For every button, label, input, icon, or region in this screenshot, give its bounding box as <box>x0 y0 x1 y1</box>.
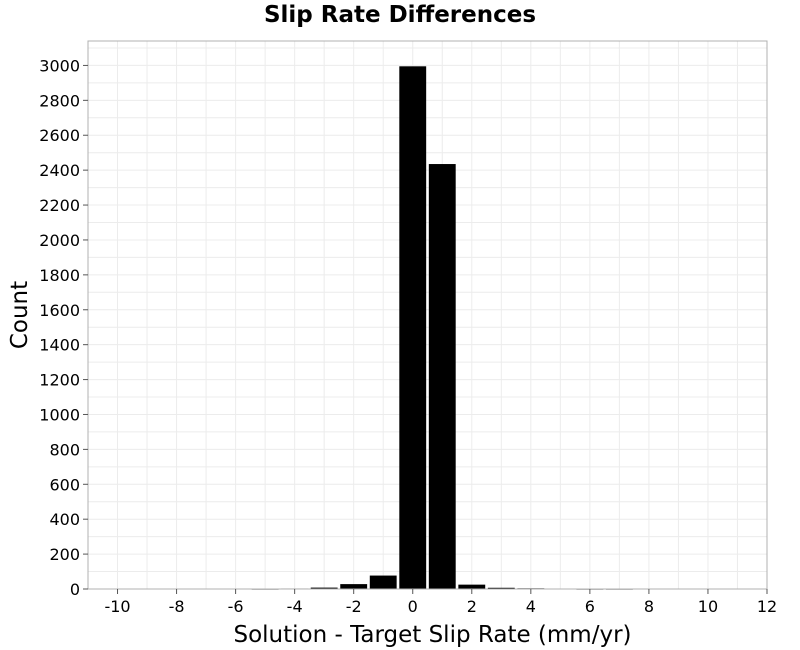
x-tick-label: 2 <box>467 597 477 616</box>
y-tick-label: 2000 <box>39 231 80 250</box>
x-tick-label: 0 <box>408 597 418 616</box>
y-tick-label: 2800 <box>39 91 80 110</box>
y-tick-label: 2600 <box>39 126 80 145</box>
histogram-bar <box>369 575 397 589</box>
x-tick-label: 8 <box>644 597 654 616</box>
y-axis-label: Count <box>7 281 33 349</box>
y-tick-label: 600 <box>49 475 80 494</box>
y-tick-label: 800 <box>49 440 80 459</box>
x-tick-label: 10 <box>698 597 718 616</box>
histogram-bar <box>340 584 368 589</box>
histogram-bar <box>487 587 515 589</box>
y-tick-label: 200 <box>49 545 80 564</box>
histogram-bar <box>310 587 338 589</box>
y-tick-label: 2400 <box>39 161 80 180</box>
plot-area <box>88 41 767 589</box>
x-tick-label: -2 <box>346 597 362 616</box>
y-tick-label: 2200 <box>39 196 80 215</box>
y-tick-label: 1800 <box>39 266 80 285</box>
x-tick-label: 12 <box>757 597 777 616</box>
y-tick-label: 1200 <box>39 371 80 390</box>
x-tick-label: -10 <box>104 597 130 616</box>
y-tick-label: 400 <box>49 510 80 529</box>
y-tick-label: 1400 <box>39 336 80 355</box>
x-tick-label: -4 <box>287 597 303 616</box>
histogram-bar <box>428 164 456 590</box>
x-axis-label: Solution - Target Slip Rate (mm/yr) <box>234 622 632 648</box>
x-tick-label: -6 <box>228 597 244 616</box>
y-tick-label: 0 <box>70 580 80 599</box>
plot-frame <box>87 40 768 590</box>
x-tick-label: -8 <box>169 597 185 616</box>
x-tick-label: 4 <box>526 597 536 616</box>
y-tick-label: 1600 <box>39 301 80 320</box>
histogram-bar <box>458 584 486 589</box>
y-tick-label: 1000 <box>39 405 80 424</box>
chart-title: Slip Rate Differences <box>263 2 537 28</box>
histogram-bar <box>399 66 427 590</box>
x-tick-label: 6 <box>585 597 595 616</box>
y-tick-label: 3000 <box>39 56 80 75</box>
